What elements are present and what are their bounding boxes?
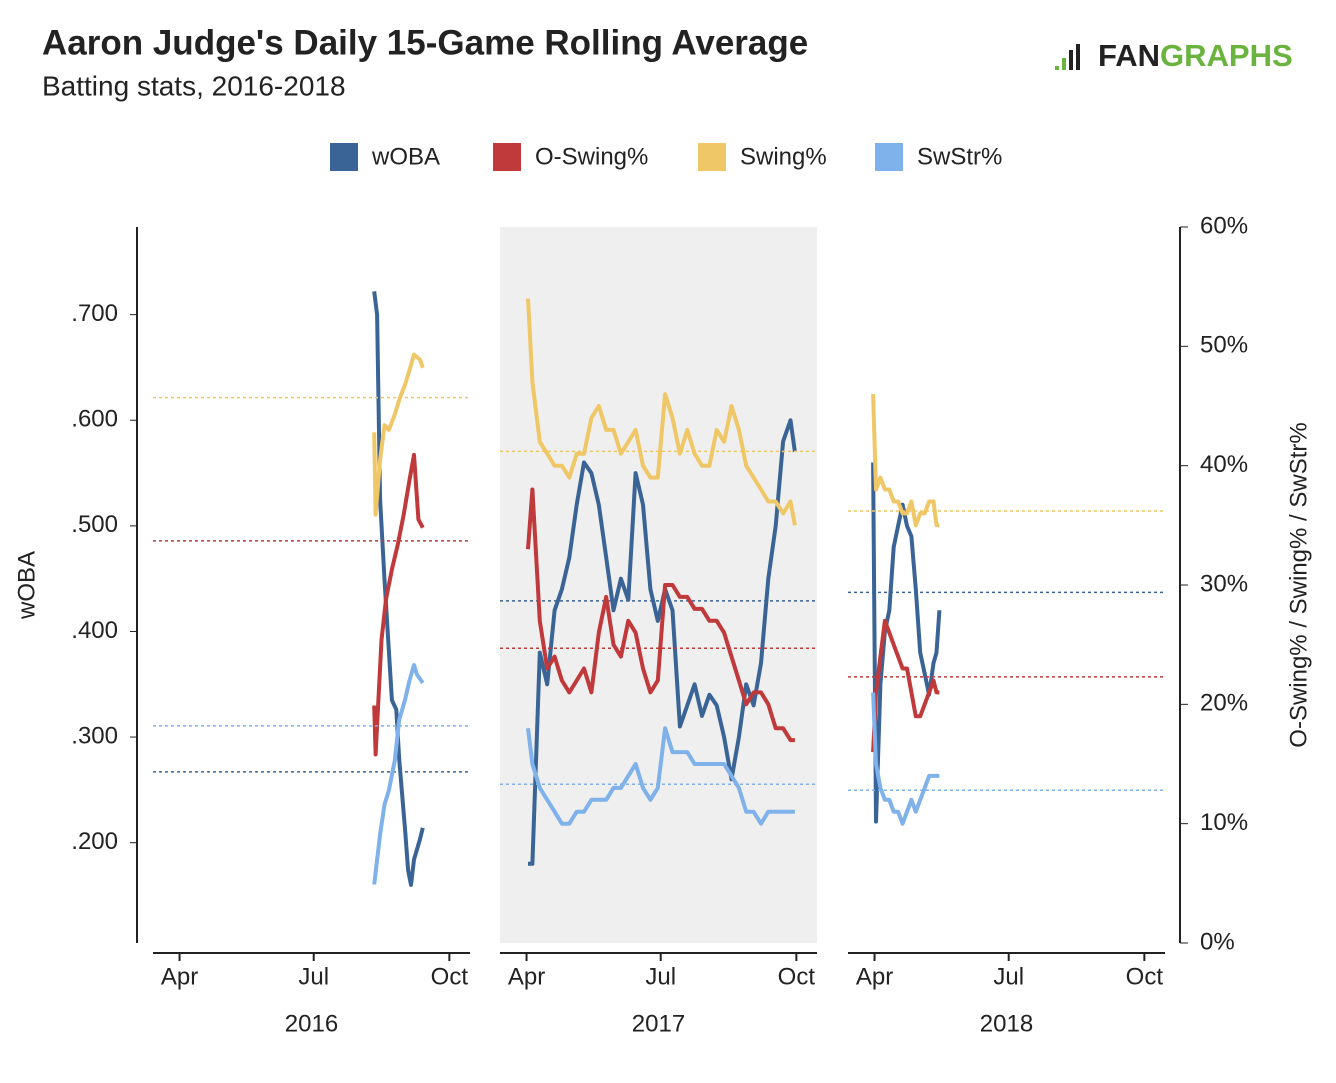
x-tick-label: Apr — [508, 963, 545, 990]
y-tick-label: .200 — [71, 828, 118, 855]
series-line — [372, 352, 425, 517]
series-line — [372, 291, 425, 887]
y2-tick-label: 10% — [1200, 809, 1248, 836]
logo-part: FAN — [1098, 38, 1160, 73]
y-tick-label: .500 — [71, 511, 118, 538]
legend-swatch — [493, 143, 521, 171]
x-tick-label: Oct — [778, 963, 816, 990]
series-line — [871, 618, 940, 753]
y2-tick-label: 50% — [1200, 332, 1248, 359]
legend-label: wOBA — [371, 143, 440, 170]
y2-tick-label: 0% — [1200, 928, 1235, 955]
series-line — [372, 452, 425, 757]
y-tick-label: .300 — [71, 722, 118, 749]
chart-subtitle: Batting stats, 2016-2018 — [42, 70, 346, 101]
x-tick-label: Oct — [431, 963, 469, 990]
y2-tick-label: 60% — [1200, 212, 1248, 239]
x-tick-label: Jul — [993, 963, 1024, 990]
x-tick-label: Apr — [161, 963, 198, 990]
x-tick-label: Jul — [645, 963, 676, 990]
logo-part: GRAPHS — [1160, 38, 1293, 73]
series-line — [871, 394, 940, 528]
logo: FANGRAPHS — [1055, 38, 1293, 73]
x-tick-label: Oct — [1126, 963, 1164, 990]
logo-bar — [1076, 44, 1080, 70]
y2-tick-label: 30% — [1200, 570, 1248, 597]
legend-label: Swing% — [740, 143, 827, 170]
x-axis-label: 2016 — [285, 1010, 338, 1037]
series-line — [526, 298, 797, 526]
x-tick-label: Apr — [856, 963, 893, 990]
y-tick-label: .700 — [71, 300, 118, 327]
logo-text: FANGRAPHS — [1098, 38, 1293, 73]
panel-shade — [500, 227, 817, 943]
series-line — [372, 663, 425, 885]
legend-swatch — [875, 143, 903, 171]
y-tick-label: .600 — [71, 406, 118, 433]
y-tick-label: .400 — [71, 617, 118, 644]
y2-tick-label: 20% — [1200, 690, 1248, 717]
series-line — [871, 692, 940, 826]
legend-swatch — [698, 143, 726, 171]
logo-bar — [1062, 58, 1066, 70]
x-axis-label: 2017 — [632, 1010, 685, 1037]
x-axis-label: 2018 — [980, 1010, 1033, 1037]
x-tick-label: Jul — [298, 963, 329, 990]
logo-bar — [1055, 66, 1059, 70]
series-line — [526, 726, 795, 826]
series-line — [528, 418, 797, 866]
legend-swatch — [330, 143, 358, 171]
y2-tick-label: 40% — [1200, 451, 1248, 478]
series-line — [526, 487, 795, 743]
legend-label: O-Swing% — [535, 143, 648, 170]
legend-label: SwStr% — [917, 143, 1002, 170]
y-axis-label: wOBA — [13, 551, 40, 620]
y2-axis-label: O-Swing% / Swing% / SwStr% — [1285, 422, 1312, 747]
logo-bar — [1069, 50, 1073, 70]
chart-title: Aaron Judge's Daily 15-Game Rolling Aver… — [42, 23, 808, 62]
